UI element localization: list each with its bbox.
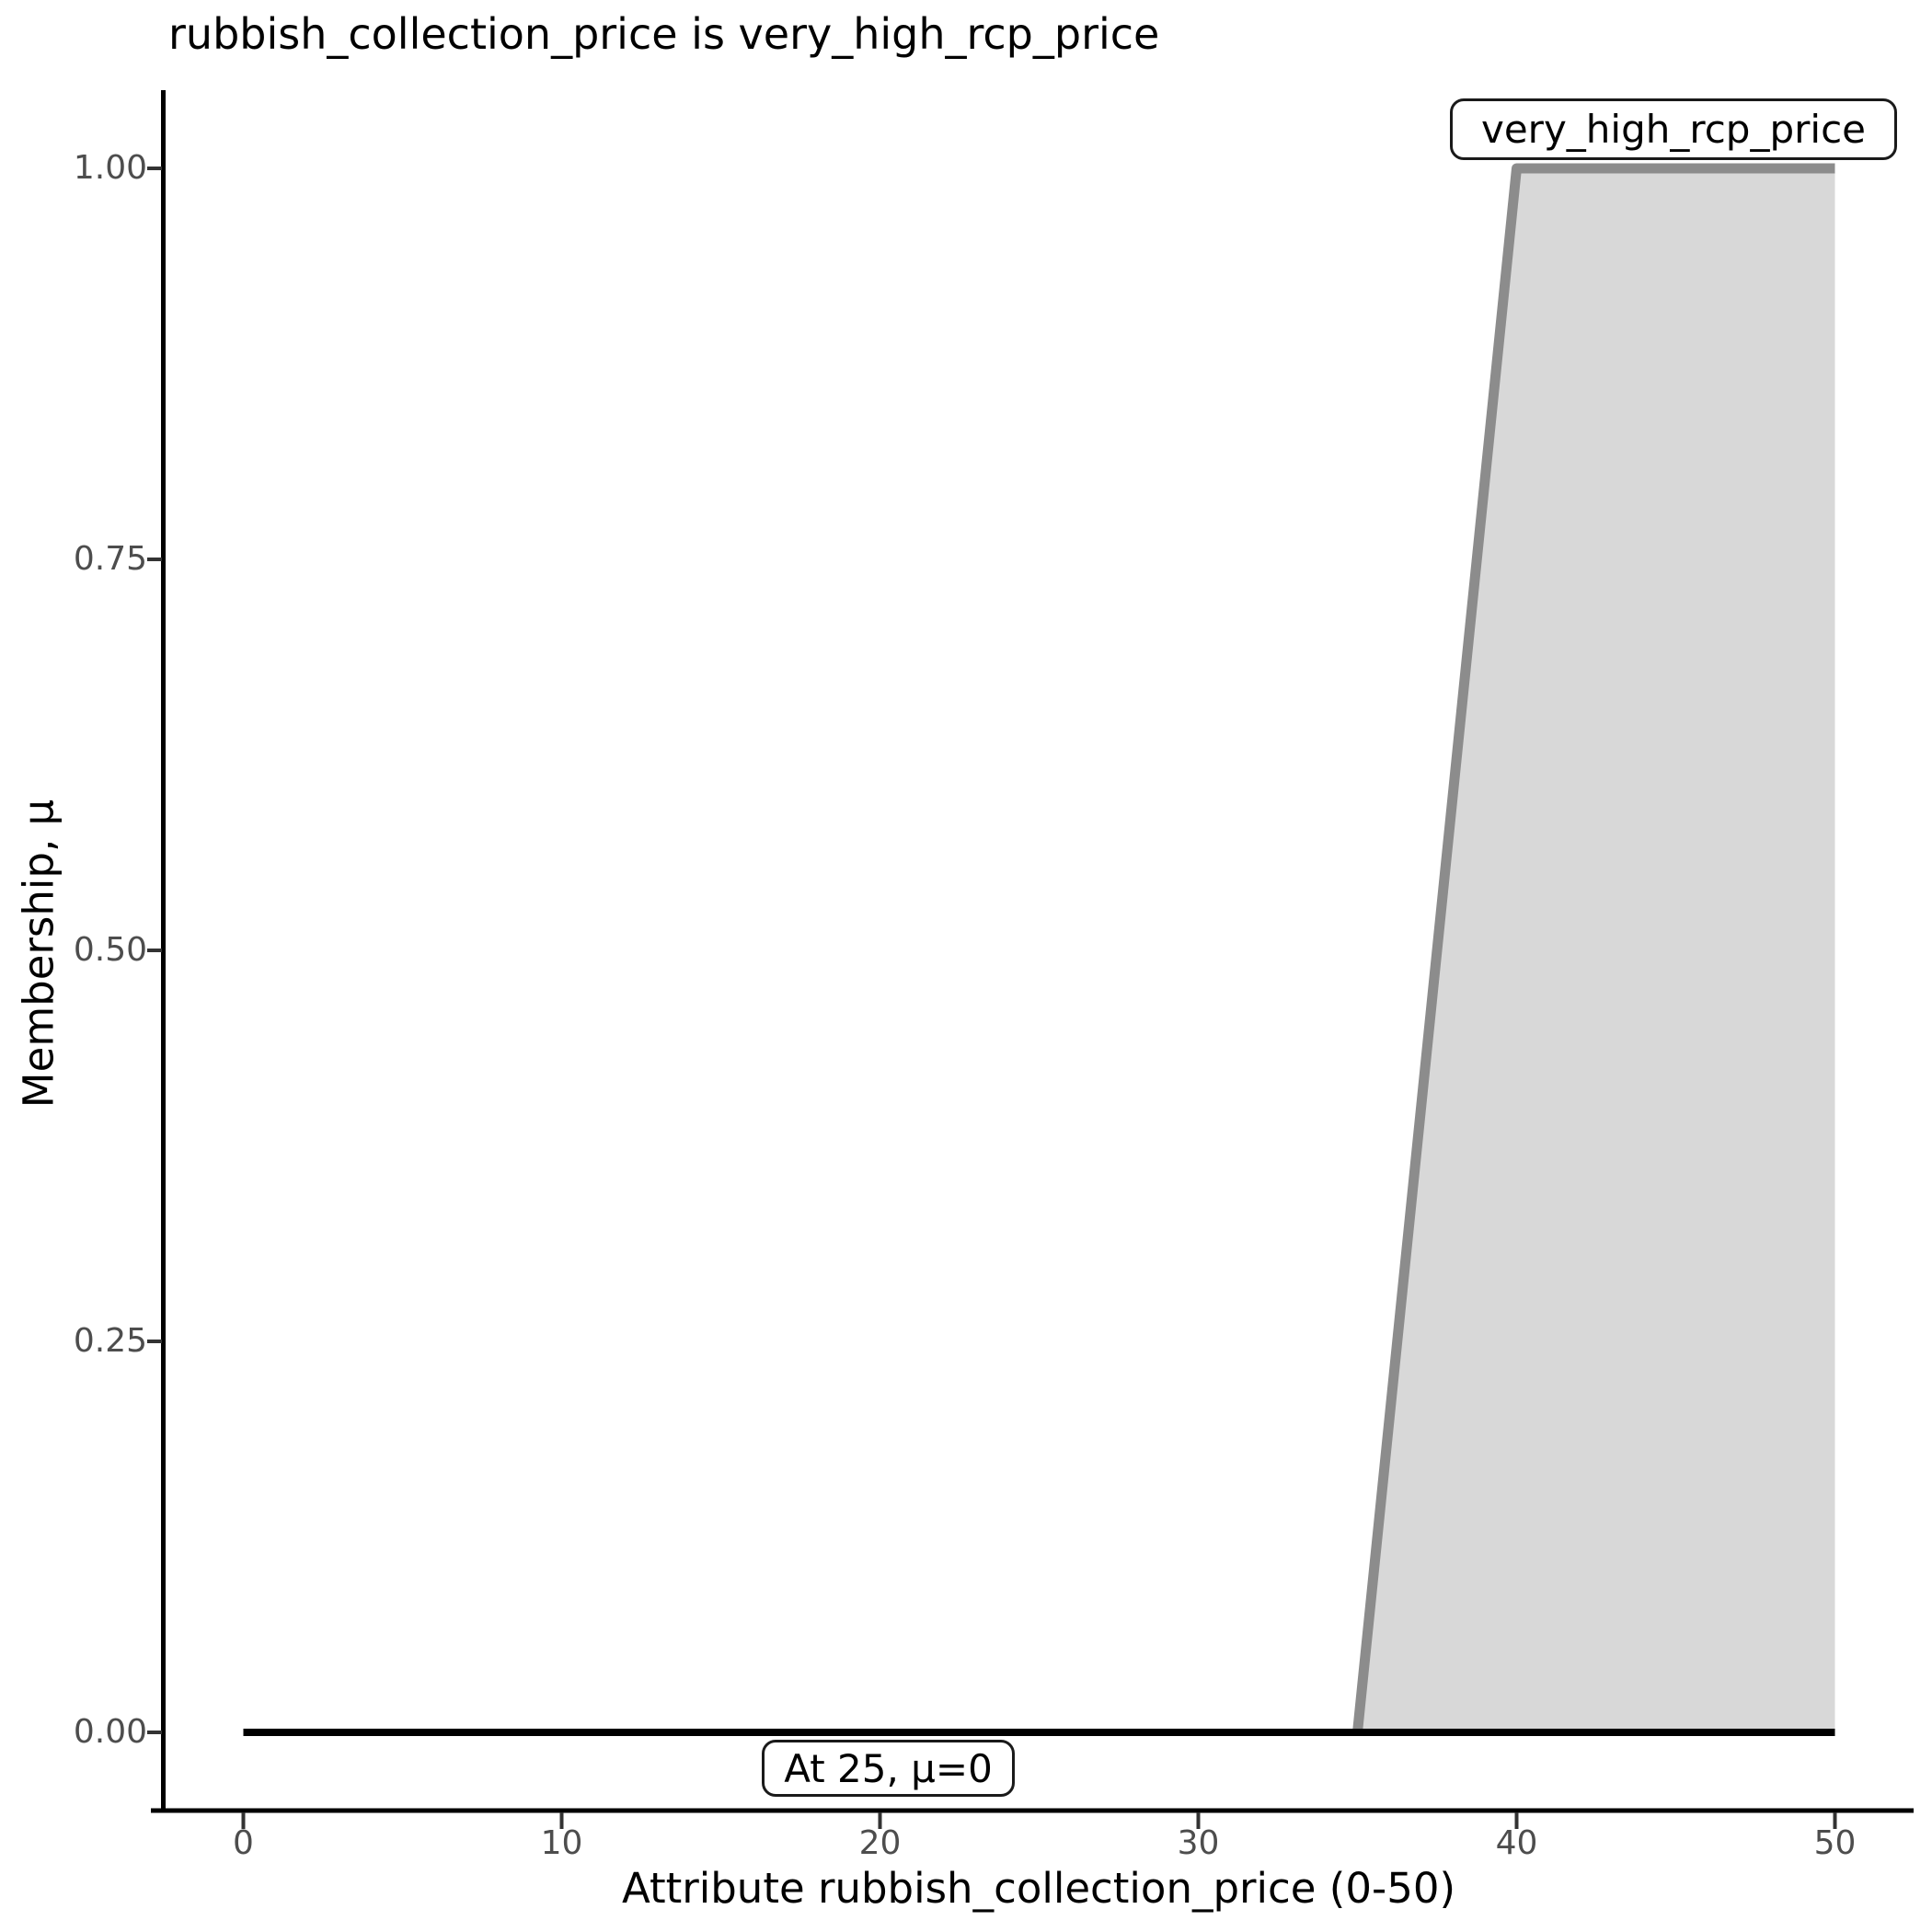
chart-title: rubbish_collection_price is very_high_rc… xyxy=(168,9,1160,59)
y-tick-label: 1.00 xyxy=(73,149,147,187)
y-tick-label: 0.50 xyxy=(73,931,147,969)
fuzzy-set-label-text: very_high_rcp_price xyxy=(1480,107,1866,152)
x-tick-label: 20 xyxy=(858,1824,902,1862)
evaluation-label-box: At 25, μ=0 xyxy=(762,1740,1015,1797)
x-tick-label: 10 xyxy=(540,1824,583,1862)
membership-fill xyxy=(1357,168,1835,1732)
y-tick-label: 0.00 xyxy=(73,1713,147,1751)
x-tick-label: 30 xyxy=(1177,1824,1220,1862)
y-tick-label: 0.25 xyxy=(73,1322,147,1360)
y-tick-label: 0.75 xyxy=(73,540,147,578)
x-axis-title: Attribute rubbish_collection_price (0-50… xyxy=(621,1864,1456,1913)
x-tick-label: 0 xyxy=(233,1824,254,1862)
membership-line xyxy=(1352,163,1835,1733)
x-tick-label: 40 xyxy=(1495,1824,1538,1862)
x-tick-label: 50 xyxy=(1813,1824,1857,1862)
evaluation-label-text: At 25, μ=0 xyxy=(784,1745,993,1791)
fuzzy-set-label-box: very_high_rcp_price xyxy=(1450,98,1897,160)
